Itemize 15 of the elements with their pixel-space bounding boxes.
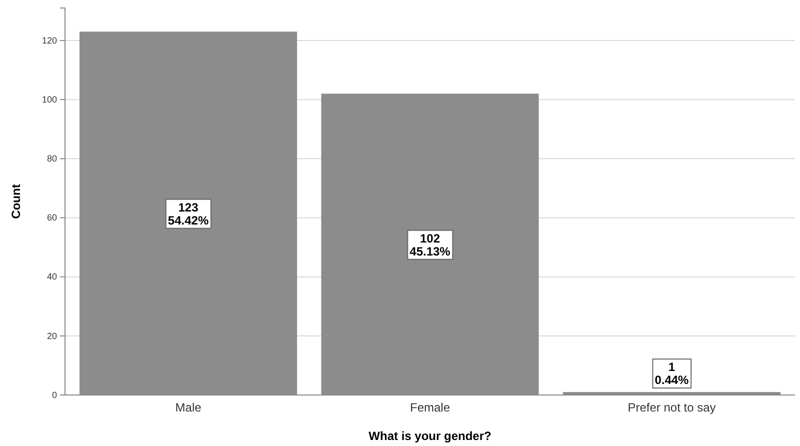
y-axis-title: Count xyxy=(9,184,23,219)
data-label: 123 54.42% xyxy=(168,200,209,228)
x-tick-label: Prefer not to say xyxy=(628,400,716,415)
x-tick-label: Female xyxy=(410,400,450,415)
x-tick-label: Male xyxy=(175,400,202,415)
y-tick-label: 120 xyxy=(42,35,57,46)
data-label: 102 45.13% xyxy=(410,231,451,258)
y-tick-label: 40 xyxy=(46,272,57,282)
y-tick-label: 20 xyxy=(46,330,57,341)
y-tick-label: 100 xyxy=(42,94,57,104)
x-axis-title: What is your gender? xyxy=(368,429,492,443)
y-tick-label: 0 xyxy=(52,390,57,400)
data-label: 1 0.44% xyxy=(654,360,690,388)
y-tick-label: 80 xyxy=(46,154,57,164)
y-tick-label: 60 xyxy=(46,212,57,223)
